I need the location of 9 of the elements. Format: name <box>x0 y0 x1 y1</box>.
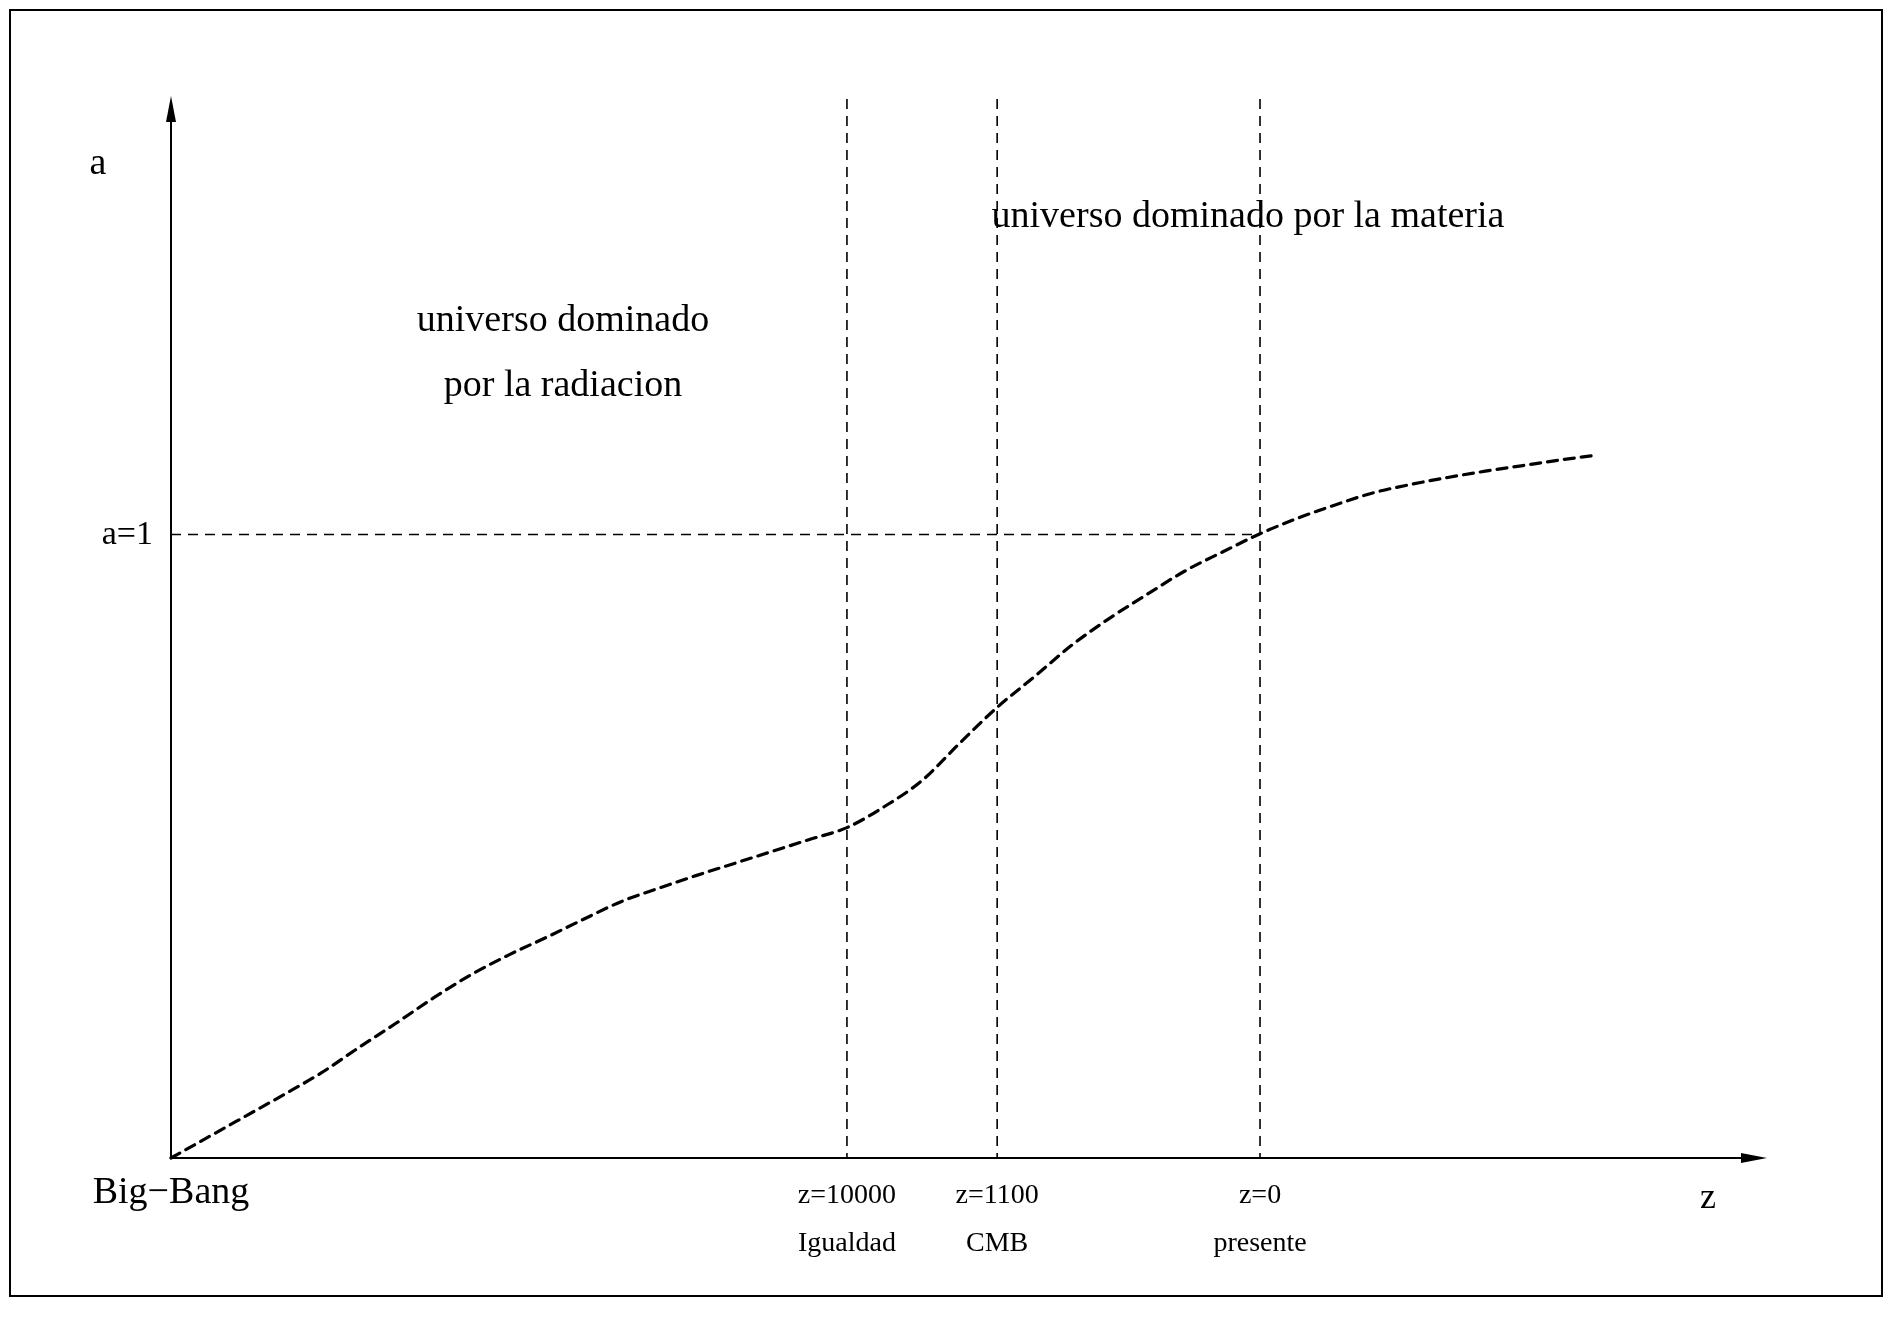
x-tick-label: z=1100 CMB <box>955 1178 1039 1257</box>
text: universo dominado por la materia <box>991 193 1505 235</box>
ref-line-label: a=1 <box>101 514 153 552</box>
x-tick-label: Big−Bang <box>92 1169 250 1211</box>
x-tick-label: z=0 presente <box>1213 1178 1307 1257</box>
x-axis-title: z <box>1700 1176 1716 1216</box>
text: a <box>89 140 107 182</box>
text: universo dominado por la radiacion <box>416 297 710 404</box>
x-tick-label: z=10000 Igualdad <box>797 1178 897 1257</box>
